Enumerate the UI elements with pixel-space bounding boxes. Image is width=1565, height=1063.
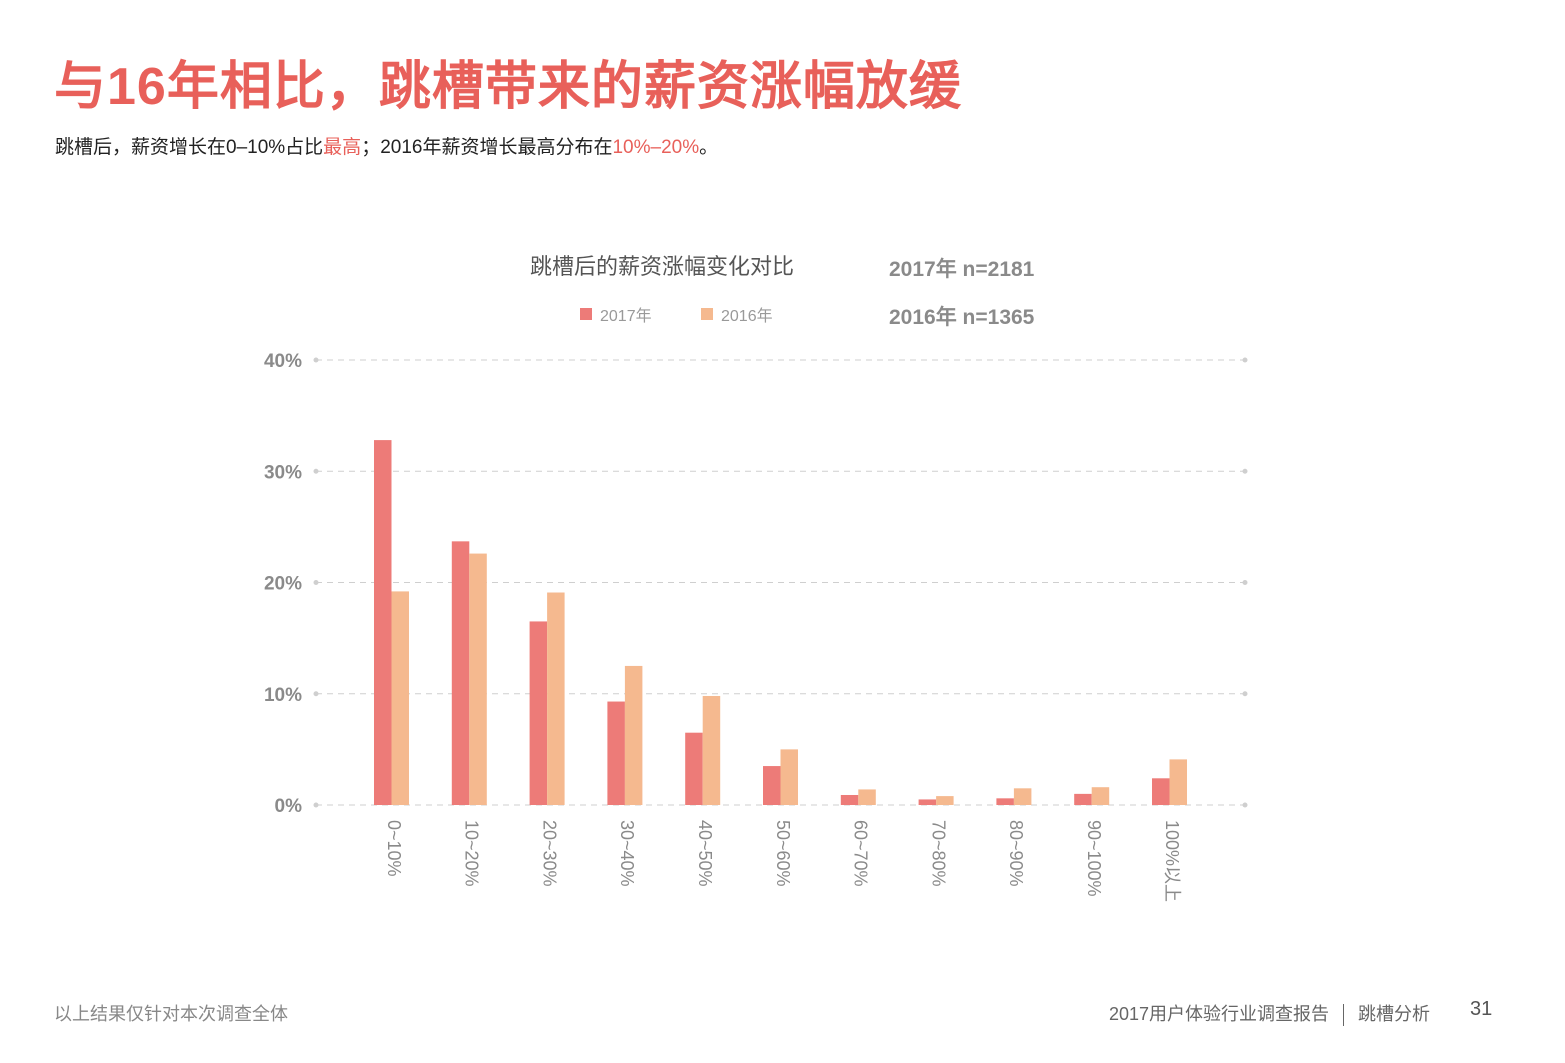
footer-note: 以上结果仅针对本次调查全体 [54, 1004, 288, 1024]
x-tick-label: 10~20% [462, 820, 482, 887]
bar [702, 695, 721, 805]
legend-item-2016: 2016年 [701, 304, 773, 325]
gridline-dot [1242, 802, 1248, 808]
bar [1152, 778, 1170, 805]
bar [391, 591, 409, 805]
x-tick-label: 90~100% [1084, 820, 1104, 897]
x-tick-label: 50~60% [773, 820, 793, 887]
footer-divider [1343, 1004, 1344, 1027]
bar [624, 665, 643, 805]
y-tick-label: 0% [275, 796, 303, 817]
bar [1169, 759, 1187, 805]
subtitle-text-1: 跳槽后，薪资增长在0–10%占比 [55, 137, 324, 158]
page-title: 与16年相比，跳槽带来的薪资涨幅放缓 [54, 58, 962, 116]
subtitle-text-3: 。 [699, 137, 719, 158]
x-tick-label: 30~40% [617, 820, 637, 887]
bar [858, 789, 876, 805]
page-number: 31 [1470, 998, 1493, 1020]
subtitle-highlight-2: 10%–20% [612, 137, 700, 158]
subtitle-text-2: ；2016年薪资增长最高分布在 [361, 137, 613, 158]
y-tick-label: 40% [264, 351, 302, 372]
x-tick-label: 60~70% [851, 820, 871, 887]
legend-item-2017: 2017年 [580, 304, 652, 325]
bar [529, 621, 548, 805]
gridline-dot [313, 468, 319, 474]
gridline-dot [313, 580, 319, 585]
footer-report-title: 2017用户体验行业调查报告 [1108, 1004, 1329, 1024]
page-subtitle: 跳槽后，薪资增长在0–10%占比最高；2016年薪资增长最高分布在10%–20%… [55, 132, 718, 159]
gridline-dot [1242, 691, 1248, 697]
gridline-dot [313, 802, 319, 808]
bar [1091, 787, 1110, 805]
y-tick-label: 20% [264, 574, 302, 595]
x-tick-label: 70~80% [928, 820, 948, 887]
bar [374, 440, 392, 805]
bar [780, 749, 798, 805]
bar [936, 796, 954, 805]
footer-report: 2017用户体验行业调查报告 跳槽分析 [1108, 1000, 1430, 1027]
bar [840, 794, 859, 805]
bar [469, 553, 487, 805]
gridline-dot [313, 357, 319, 363]
gridline-dot [313, 691, 319, 697]
subtitle-highlight-1: 最高 [323, 137, 362, 158]
y-tick-label: 10% [264, 685, 302, 706]
gridline-dot [1242, 580, 1248, 585]
legend-swatch-2016 [701, 308, 713, 320]
bar [996, 798, 1014, 805]
sample-size-2017: 2017年 n=2181 [889, 258, 1035, 281]
bar [918, 799, 937, 805]
bar [547, 592, 565, 805]
gridline-dot [1242, 468, 1248, 474]
legend-label-2017: 2017年 [600, 308, 652, 325]
bar [763, 766, 781, 805]
y-tick-label: 30% [264, 462, 302, 483]
x-tick-label: 20~30% [539, 820, 559, 887]
legend-swatch-2017 [580, 308, 592, 320]
gridline-dot [1242, 357, 1248, 363]
bar [685, 732, 703, 805]
sample-size-2016: 2016年 n=1365 [889, 306, 1035, 329]
bar [1013, 788, 1032, 805]
legend-label-2016: 2016年 [721, 308, 773, 325]
x-tick-label: 100%以上 [1162, 820, 1182, 902]
x-tick-label: 80~90% [1006, 820, 1026, 887]
bar [607, 701, 625, 805]
chart-title: 跳槽后的薪资涨幅变化对比 [530, 254, 795, 279]
footer-section: 跳槽分析 [1358, 1004, 1430, 1024]
bar [451, 541, 470, 805]
x-tick-label: 40~50% [695, 820, 715, 887]
x-tick-label: 0~10% [384, 820, 404, 877]
bar [1074, 793, 1092, 805]
